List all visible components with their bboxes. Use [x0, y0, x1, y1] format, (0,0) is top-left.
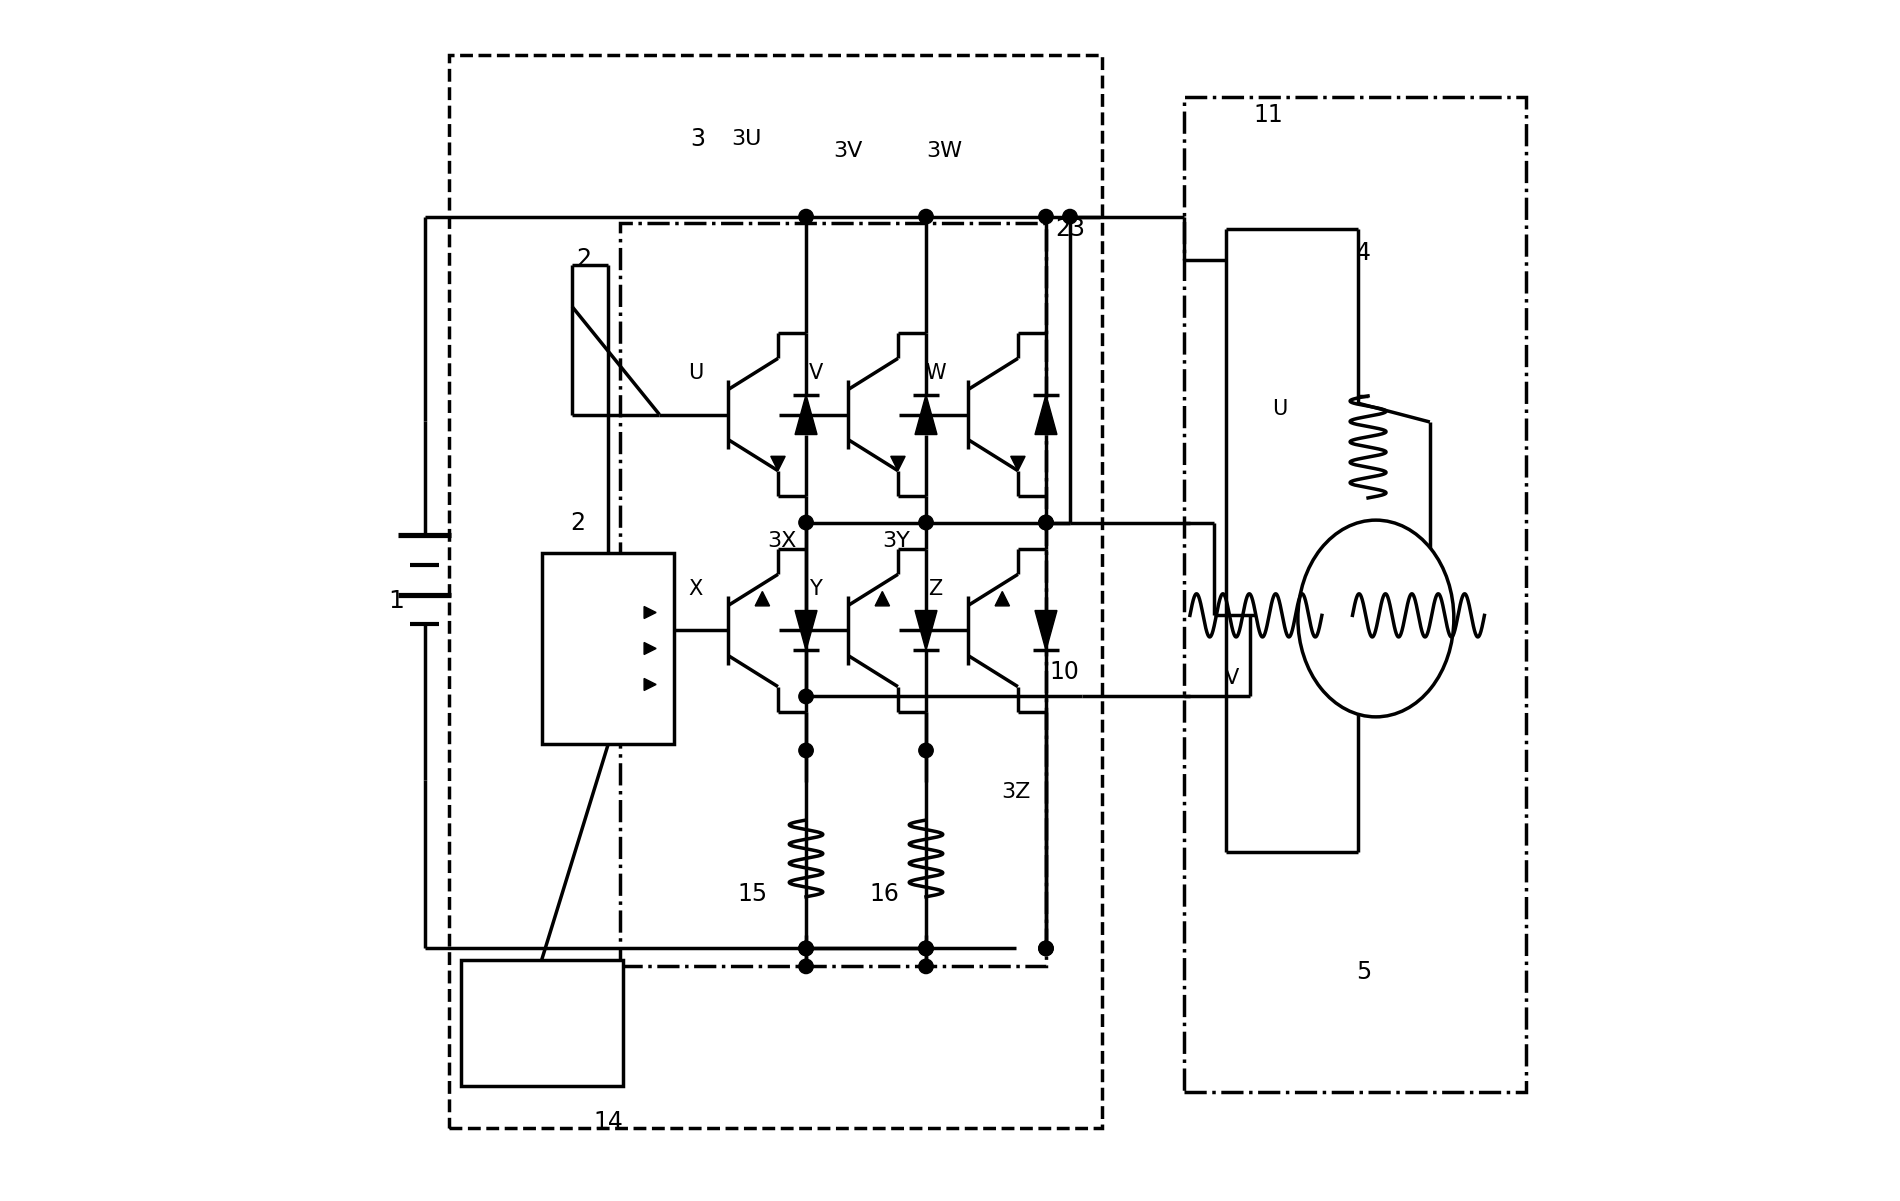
Text: W: W [925, 363, 946, 383]
Polygon shape [794, 610, 817, 651]
Text: 14: 14 [593, 1111, 623, 1134]
Bar [460, 961, 623, 1087]
Text: N: N [1368, 572, 1383, 591]
Circle shape [798, 743, 813, 758]
Circle shape [920, 209, 933, 223]
Circle shape [798, 689, 813, 704]
Polygon shape [754, 592, 770, 605]
Text: 18: 18 [593, 667, 623, 691]
Circle shape [1039, 942, 1053, 956]
Text: 10: 10 [1049, 661, 1079, 685]
Circle shape [1039, 515, 1053, 530]
Text: 1: 1 [388, 588, 403, 613]
Polygon shape [771, 456, 785, 471]
Polygon shape [876, 592, 889, 605]
Text: 23: 23 [1054, 216, 1085, 240]
Text: 3X: 3X [768, 531, 796, 550]
Bar [1184, 96, 1526, 1093]
Text: 2: 2 [576, 246, 591, 270]
Polygon shape [1011, 456, 1026, 471]
Text: V: V [809, 363, 823, 383]
Text: 16: 16 [868, 883, 899, 907]
Text: 3: 3 [690, 126, 705, 150]
Text: Control: Control [513, 994, 570, 1010]
Text: 3U: 3U [732, 129, 762, 149]
Polygon shape [916, 395, 937, 435]
Circle shape [798, 942, 813, 956]
Circle shape [798, 515, 813, 530]
Text: U: U [1273, 399, 1288, 419]
Text: 4: 4 [1357, 240, 1372, 264]
Circle shape [1039, 942, 1053, 956]
Text: Y: Y [809, 579, 823, 598]
Ellipse shape [1298, 520, 1454, 717]
Polygon shape [1036, 395, 1056, 435]
Polygon shape [644, 679, 655, 691]
Polygon shape [794, 395, 817, 435]
Bar [542, 552, 674, 745]
Text: W: W [1408, 669, 1429, 688]
Polygon shape [644, 607, 655, 619]
Text: V: V [1226, 669, 1239, 688]
Circle shape [920, 515, 933, 530]
Circle shape [920, 942, 933, 956]
Circle shape [798, 942, 813, 956]
Text: 3V: 3V [834, 141, 863, 161]
Text: 15: 15 [737, 883, 768, 907]
Circle shape [920, 942, 933, 956]
Polygon shape [1036, 610, 1056, 651]
Polygon shape [916, 610, 937, 651]
Text: S: S [1370, 646, 1381, 665]
Circle shape [798, 960, 813, 974]
Text: 5: 5 [1357, 961, 1372, 985]
Circle shape [1039, 209, 1053, 223]
Text: Circuit: Circuit [517, 1044, 566, 1058]
Circle shape [920, 743, 933, 758]
Text: 3Y: 3Y [882, 531, 910, 550]
Text: 11: 11 [1252, 102, 1283, 126]
Polygon shape [891, 456, 904, 471]
Circle shape [798, 209, 813, 223]
Text: U: U [688, 363, 703, 383]
Text: 3Z: 3Z [1001, 782, 1030, 802]
Circle shape [920, 960, 933, 974]
Text: X: X [688, 579, 703, 598]
Text: 3W: 3W [925, 141, 961, 161]
Bar [448, 55, 1102, 1128]
Circle shape [1062, 209, 1077, 223]
Text: 2: 2 [570, 510, 585, 534]
Polygon shape [644, 643, 655, 655]
Text: Z: Z [929, 579, 942, 598]
Bar [619, 222, 1047, 967]
Polygon shape [996, 592, 1009, 605]
Circle shape [1039, 515, 1053, 530]
